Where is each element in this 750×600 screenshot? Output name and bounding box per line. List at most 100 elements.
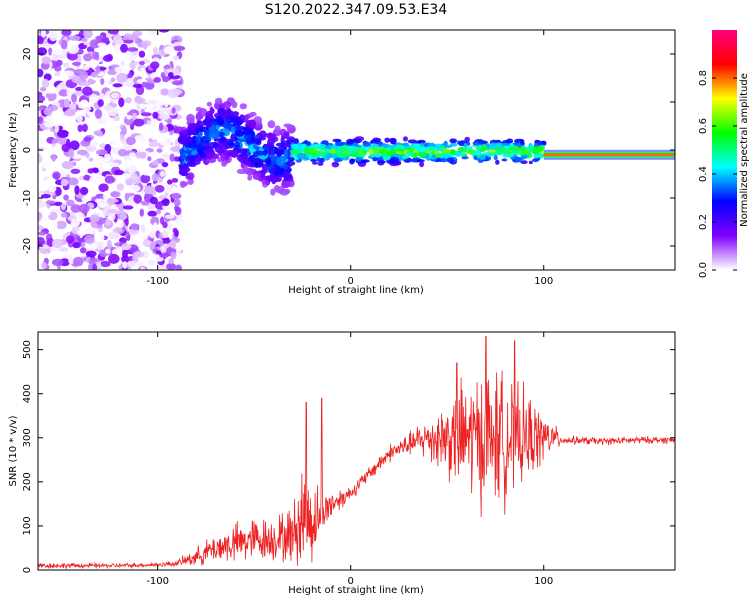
spectrogram-cell (243, 134, 254, 140)
spectrogram-cell (112, 227, 124, 233)
snr-ytick-label: 200 (22, 472, 33, 491)
spectrogram-cell (105, 248, 111, 254)
spectrogram-cell (58, 247, 69, 252)
spectrogram-cell (352, 138, 359, 143)
spectrogram-cell (96, 233, 105, 243)
spectrogram-cell (495, 150, 504, 156)
spectrogram-cell (331, 161, 340, 168)
spectrogram-cell (310, 158, 317, 162)
spectrogram-cell (65, 199, 75, 207)
spectrogram-cell (395, 144, 404, 150)
snr-ytick-label: 500 (22, 340, 33, 359)
spectrogram-cell (446, 157, 454, 163)
spectrogram-cell (205, 139, 210, 145)
spectrogram-cell (45, 200, 56, 205)
spectrogram-cell (49, 31, 58, 42)
spectrogram-cell (375, 141, 383, 145)
spectrogram-cell (124, 218, 129, 226)
spectrogram-cell (150, 118, 156, 128)
spectrogram-cell (45, 115, 54, 122)
spectrogram-cell (153, 77, 161, 83)
spectrogram-cell (267, 120, 276, 129)
spectrogram-cell (90, 71, 98, 78)
spectrogram-cell (428, 144, 436, 148)
spectrogram-cell (135, 261, 144, 267)
spectrogram-cell (274, 125, 281, 133)
spectrogram-cell (375, 138, 382, 143)
spectrogram-cell (464, 136, 471, 143)
spectrogram-cell (189, 156, 196, 165)
spectrogram-cell (419, 142, 425, 147)
colorbar-gradient (712, 30, 737, 270)
spectrogram-cell (224, 142, 231, 150)
spectrogram-cell (528, 145, 533, 151)
spectrogram-cell (321, 140, 329, 145)
spectrogram-cell (215, 124, 221, 130)
spectrogram-cell (101, 36, 110, 43)
spectrogram-cell (77, 212, 85, 220)
spectrogram-cell (177, 221, 184, 229)
spectrogram-cell (110, 92, 120, 99)
spectrogram-cell (169, 136, 177, 143)
spectrogram-cell (143, 43, 148, 50)
spectrogram-cell (173, 55, 180, 61)
spectrogram-cell (147, 210, 158, 217)
spectrogram-cell (178, 165, 186, 171)
spectrogram-cell (76, 149, 88, 156)
spectrogram-cell (66, 235, 75, 244)
spectrogram-cell (47, 185, 57, 193)
spectrogram-cell (143, 185, 156, 195)
spectrogram-cell (230, 117, 241, 122)
spectrogram-cell (326, 145, 332, 150)
spectrogram-cell (142, 239, 152, 247)
spectrogram-cell (48, 47, 53, 56)
spectrogram-cell (119, 237, 127, 244)
spectrogram-cell (247, 174, 253, 181)
spectrogram-cell (41, 194, 51, 199)
spectrogram-cell (148, 141, 159, 148)
spectrogram-cell (107, 239, 112, 250)
spectrogram-cell (221, 161, 227, 167)
spectrogram-cell (38, 68, 44, 78)
spectrogram-cell (458, 148, 468, 153)
spectrogram-cell (191, 150, 198, 156)
spectrogram-cell (68, 132, 74, 138)
spectrogram-cell (87, 225, 95, 236)
spectrogram-cell (252, 171, 261, 180)
spectrogram-cell (284, 131, 290, 139)
spectrogram-cell (214, 130, 220, 139)
spectrogram-cell (38, 115, 44, 125)
spectrogram-cell (486, 152, 494, 157)
spectrogram-cell (153, 36, 159, 43)
spectrogram-cell (276, 186, 285, 194)
spectrogram-cell (103, 104, 113, 111)
spectrogram-cell (82, 64, 90, 71)
spectrogram-cell (77, 124, 83, 133)
spectrogram-cell (114, 66, 123, 74)
spectrogram-cell (396, 148, 403, 152)
spectrogram-cell (41, 43, 53, 48)
spectrogram-cell (68, 148, 75, 159)
spectrogram-cell (330, 148, 336, 154)
spectrogram-cell (334, 141, 345, 147)
spectrogram-cell (121, 125, 127, 136)
spectrogram-cell (164, 64, 171, 70)
spectrogram-cell (84, 234, 95, 244)
spectrogram-ytick-label: 20 (22, 48, 33, 61)
spectrogram-cell (122, 261, 128, 269)
spectrogram-cell (257, 150, 264, 156)
spectrogram-cell (188, 143, 197, 149)
spectrogram-cell (324, 153, 333, 159)
spectrogram-cell (173, 156, 181, 162)
spectrogram-cell (90, 141, 98, 147)
spectrogram-cell (389, 148, 397, 155)
spectrogram-cell (96, 240, 104, 251)
spectrogram-cell (45, 91, 57, 102)
spectrogram-xtick-label: 0 (348, 276, 354, 287)
spectrogram-cell (110, 191, 120, 198)
spectrogram-cell (253, 143, 258, 150)
spectrogram-cell (201, 146, 207, 152)
spectrogram-cell (42, 163, 54, 169)
spectrogram-cell (94, 155, 106, 165)
